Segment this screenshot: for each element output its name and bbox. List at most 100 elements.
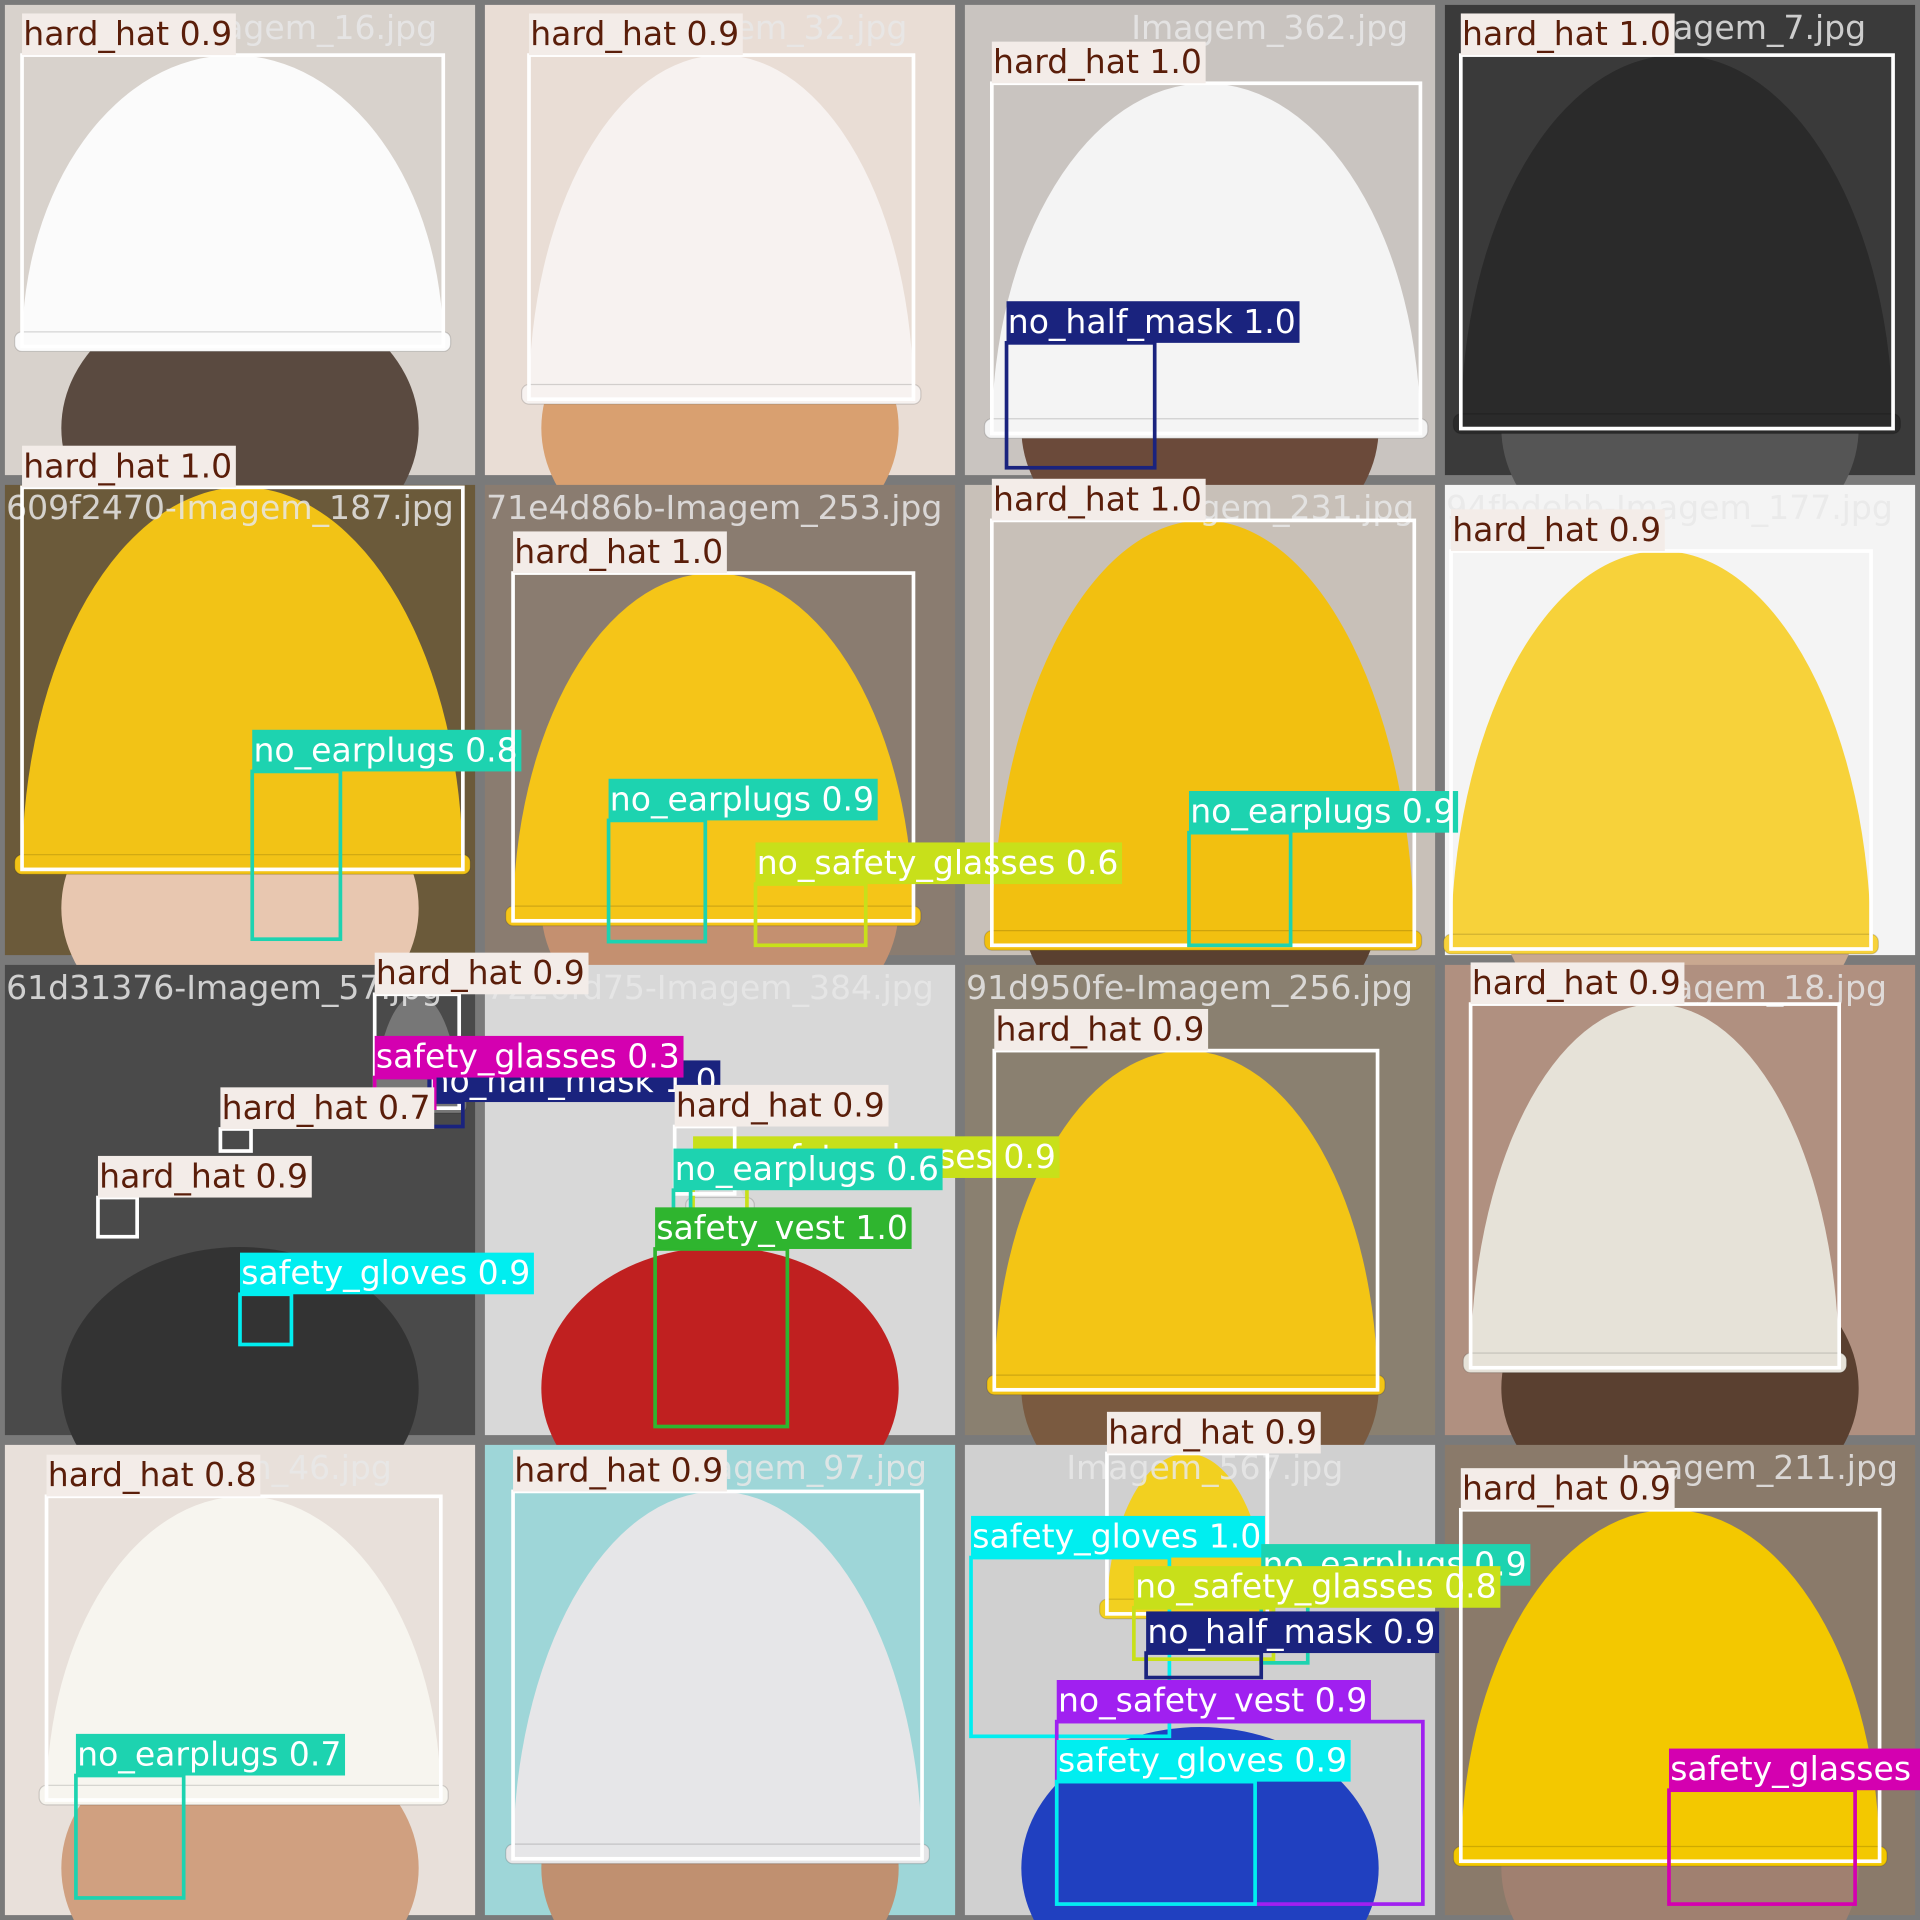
label-text: hard_hat 0.9 [1472,963,1681,1002]
label-background [252,729,522,772]
helmet-brim [505,905,922,927]
photo-helmet [1470,1004,1840,1368]
label-background [220,1087,435,1129]
box-label: hard_hat 0.9 [97,1155,312,1198]
bounding-box [992,1048,1380,1392]
label-text: hard_hat 1.0 [993,479,1202,518]
label-text: hard_hat 0.9 [99,1156,308,1195]
label-text: hard_hat 0.9 [676,1085,885,1124]
photo-helmet [513,573,914,921]
box-label: hard_hat 1.0 [1460,13,1675,56]
file-name: 61d31376-Imagem_57.jpg [6,968,442,1007]
label-background [374,1035,684,1078]
label-background [755,842,1123,885]
label-text: hard_hat 1.0 [514,532,723,571]
label-background [22,445,236,488]
label-background [991,478,1206,521]
bounding-box [20,485,465,872]
label-background [1460,1468,1675,1510]
photo-helmet [994,1050,1378,1390]
label-text: no_safety_vest 0.9 [1058,1681,1367,1720]
label-background [75,1733,346,1776]
label-text: hard_hat 0.8 [48,1455,257,1494]
label-text: no_earplugs 0.6 [675,1149,939,1188]
file-name: 71e4d86b-Imagem_253.jpg [486,488,942,527]
photo-helmet [991,83,1421,434]
label-background [608,778,878,821]
label-text: no_half_mask 1.0 [1008,302,1296,341]
photo-helmet [1451,551,1872,949]
label-text: hard_hat 1.0 [993,42,1202,81]
box-label: no_half_mask 0.9 [1146,1611,1440,1654]
label-text: no_safety_glasses 0.6 [757,843,1119,882]
label-text: hard_hat 0.9 [23,14,232,53]
label-text: safety_gloves 1.0 [972,1516,1261,1555]
box-label: hard_hat 0.7 [220,1087,435,1129]
box-label: no_safety_glasses 0.8 [1133,1566,1501,1608]
box-label: no_safety_vest 0.9 [1056,1680,1371,1722]
label-background [1460,13,1675,56]
label-text: hard_hat 0.9 [376,953,585,992]
photo-helmet [513,1491,923,1859]
box-label: no_half_mask 1.0 [1006,301,1300,343]
label-background [971,1515,1265,1558]
label-text: no_half_mask 0.9 [1147,1612,1435,1651]
label-text: hard_hat 0.9 [1462,1469,1671,1508]
label-text: hard_hat 0.9 [996,1010,1205,1049]
label-background [994,1008,1209,1051]
label-background [1006,301,1300,343]
photo-helmet [528,55,914,400]
photo-helmet [46,1496,441,1800]
label-background [673,1148,943,1191]
label-text: hard_hat 0.7 [222,1088,431,1127]
label-text: hard_hat 0.9 [1452,510,1661,549]
helmet-brim [1462,1352,1848,1374]
box-label: hard_hat 1.0 [991,478,1206,521]
box-label: hard_hat 0.9 [1451,509,1665,552]
box-label: hard_hat 1.0 [513,531,727,574]
helmet-brim [38,1784,449,1806]
label-background [46,1454,261,1497]
label-background [1056,1740,1351,1782]
label-text: no_earplugs 0.8 [253,730,517,769]
label-text: no_earplugs 0.9 [610,779,874,818]
label-background [513,531,727,574]
photo-helmet [22,55,444,347]
box-label: safety_gloves 0.9 [240,1252,534,1295]
file-name: 609f2470-Imagem_187.jpg [6,488,454,527]
helmet-brim [521,383,922,405]
box-label: safety_gloves 1.0 [971,1515,1265,1558]
bounding-box [1458,53,1895,431]
box-label: no_earplugs 0.6 [673,1148,943,1191]
helmet-brim [1452,413,1902,435]
label-text: hard_hat 0.9 [1108,1412,1317,1451]
box-label: safety_vest 1.0 [655,1207,912,1249]
box-label: hard_hat 0.9 [528,13,743,56]
label-background [97,1155,312,1198]
box-label: hard_hat 0.9 [513,1449,727,1492]
box-label: safety_glasses 1.0 [1668,1748,1920,1791]
helmet-brim [14,854,471,875]
label-text: no_earplugs 0.9 [1190,792,1454,831]
helmet-brim [986,1374,1386,1396]
label-background [1106,1411,1321,1454]
label-text: hard_hat 0.9 [530,14,739,53]
file-name: Imagem_362.jpg [1131,8,1408,47]
label-background [991,41,1206,84]
box-label: hard_hat 0.9 [1460,1468,1675,1510]
bounding-box [990,81,1423,436]
label-background [1056,1680,1371,1722]
photo-helmet [22,487,463,870]
box-label: no_safety_glasses 0.6 [755,842,1123,885]
box-label: safety_glasses 0.3 [374,1035,684,1078]
photo-helmet [1460,55,1894,429]
label-background [1133,1566,1501,1608]
label-background [240,1252,534,1295]
helmet-brim [1443,933,1879,955]
label-text: hard_hat 0.9 [514,1450,723,1489]
box-label: hard_hat 0.9 [674,1084,889,1127]
label-background [1470,962,1685,1005]
label-text: safety_glasses 1.0 [1670,1749,1920,1788]
label-background [513,1449,727,1492]
label-text: safety_gloves 0.9 [1058,1741,1347,1780]
